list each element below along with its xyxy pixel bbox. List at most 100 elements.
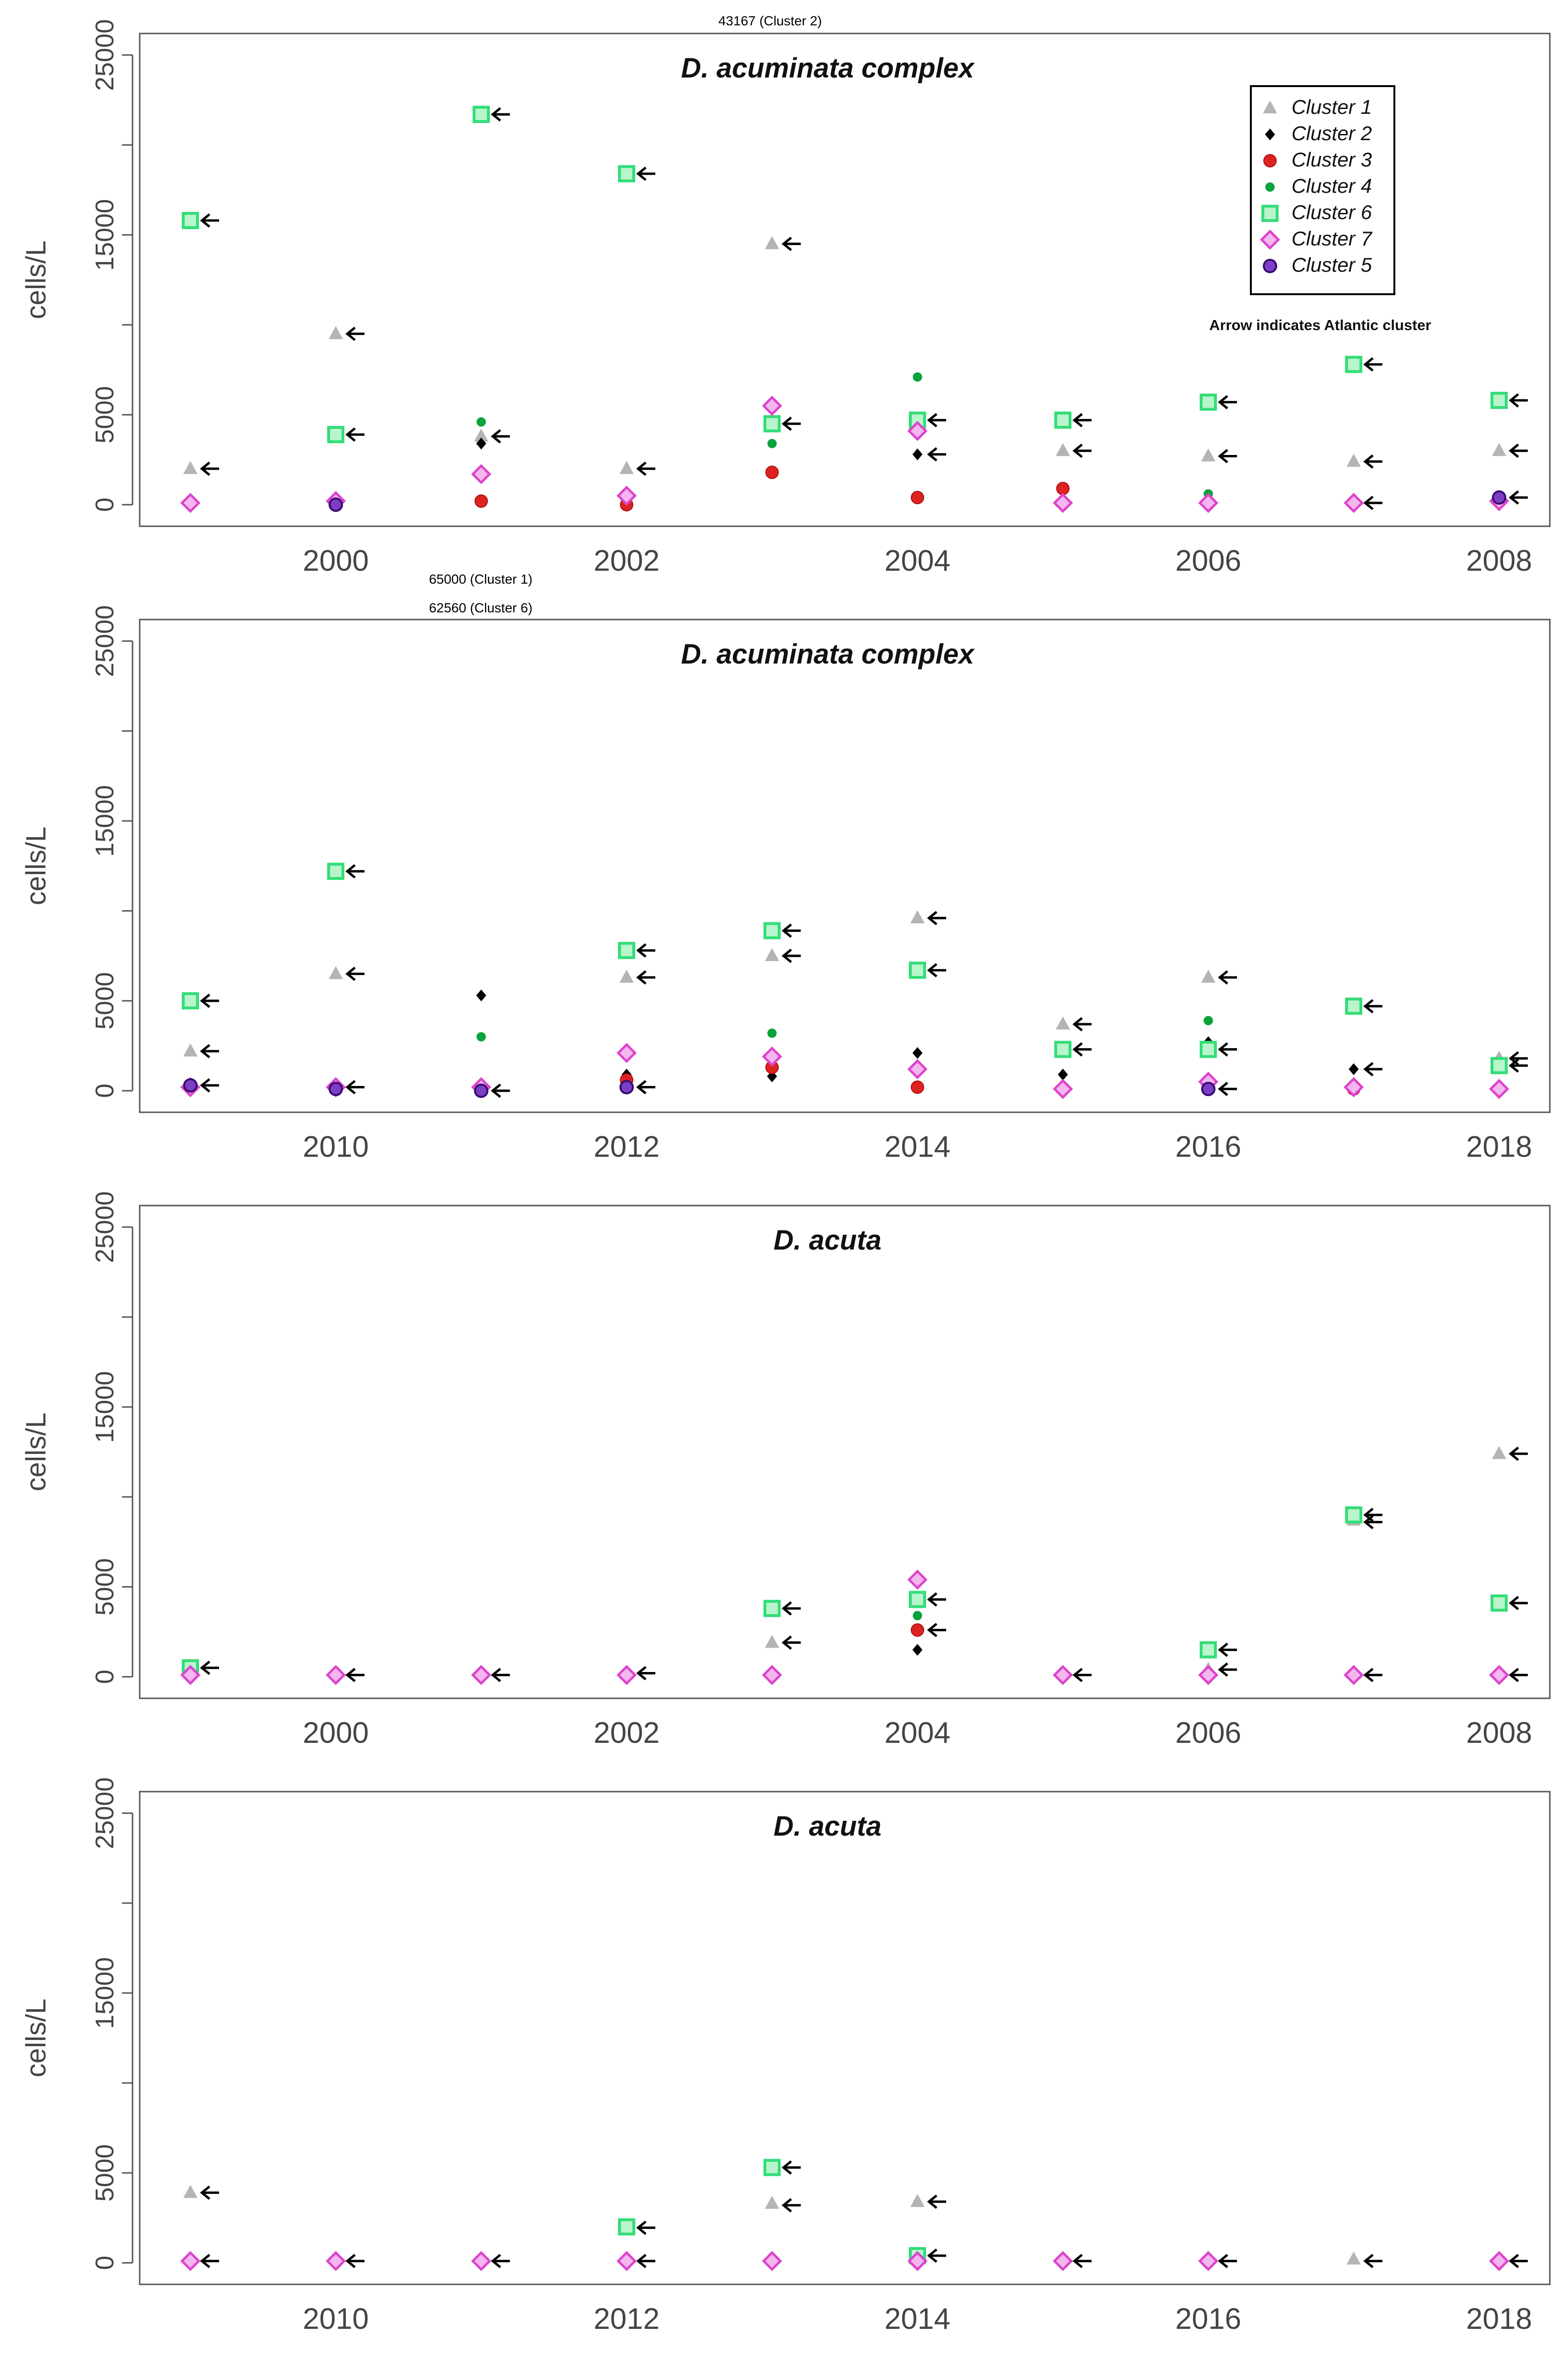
marker-shape	[1489, 2251, 1510, 2271]
atlantic-arrow	[200, 1078, 219, 1093]
atlantic-arrow	[782, 236, 801, 251]
cluster-6-point	[182, 992, 199, 1009]
x-tick-label: 2016	[1175, 2303, 1241, 2336]
arrow-head	[491, 1084, 501, 1098]
marker-shape	[180, 2251, 201, 2271]
atlantic-arrow	[345, 2254, 364, 2269]
arrow-head	[1363, 1668, 1374, 1683]
cluster-1-point	[765, 1635, 779, 1648]
marker-shape	[1052, 2251, 1073, 2271]
x-tick-label: 2000	[303, 544, 369, 577]
arrow-head	[636, 970, 647, 985]
atlantic-arrow	[1363, 1062, 1382, 1076]
y-tick-label: 25000	[90, 19, 119, 91]
cluster-6-point	[763, 2159, 781, 2176]
cluster-6-point	[618, 2218, 635, 2236]
cluster-3-point	[765, 465, 779, 479]
marker-shape	[765, 465, 779, 479]
arrow-head	[636, 2254, 647, 2269]
atlantic-arrow	[927, 447, 946, 462]
marker-shape	[763, 1600, 781, 1617]
cluster-2-point	[912, 1644, 923, 1656]
cluster-1-point	[1347, 2251, 1361, 2265]
marker-shape	[1200, 1041, 1217, 1058]
marker-shape	[1052, 493, 1073, 513]
marker-shape	[329, 498, 343, 512]
marker-shape	[1345, 997, 1362, 1015]
legend-marker	[1261, 205, 1279, 222]
marker-shape	[1054, 1041, 1071, 1058]
cluster-6-point	[1054, 411, 1071, 429]
atlantic-arrow	[1072, 413, 1092, 428]
x-tick-label: 2018	[1466, 1130, 1532, 1163]
cluster-6-point	[618, 165, 635, 183]
arrow-head	[1072, 1042, 1083, 1057]
atlantic-arrow	[1509, 1595, 1528, 1610]
marker-shape	[765, 2195, 779, 2209]
x-tick-label: 2008	[1466, 1717, 1532, 1750]
atlantic-arrow	[345, 326, 364, 341]
x-tick-label: 2004	[884, 544, 950, 577]
atlantic-arrow	[927, 1592, 946, 1607]
cluster-2-point	[1348, 1063, 1359, 1075]
y-tick-label: 15000	[90, 785, 119, 857]
marker-shape	[1491, 1594, 1508, 1612]
arrow-head	[782, 236, 792, 251]
arrow-head	[1218, 395, 1228, 410]
cluster-7-point	[1343, 1665, 1364, 1685]
cluster-7-point	[180, 1665, 201, 1685]
marker-shape	[1201, 448, 1215, 462]
cluster-7-point	[762, 1665, 783, 1685]
arrow-head	[1509, 443, 1519, 458]
cluster-1-point	[329, 326, 343, 339]
cluster-6-point	[1491, 391, 1508, 409]
legend-label: Cluster 2	[1292, 122, 1372, 144]
atlantic-arrow	[636, 166, 655, 181]
cluster-7-point	[471, 464, 492, 485]
chart-panel-2: 0 5000 15000 25000 cells/L 2010 2012 2014 2016 20…	[21, 572, 1551, 1163]
marker-shape	[329, 966, 343, 979]
cluster-2-point	[912, 448, 923, 461]
marker-shape	[1347, 2251, 1361, 2265]
cluster-7-point	[1343, 1077, 1364, 1097]
marker-shape	[1347, 454, 1361, 467]
x-tick-label: 2002	[594, 544, 660, 577]
arrow-head	[1072, 2254, 1083, 2269]
arrow-head	[1218, 2254, 1228, 2269]
marker-shape	[909, 962, 926, 979]
marker-shape	[1056, 443, 1070, 456]
marker-shape	[618, 2218, 635, 2236]
cluster-2-point	[1058, 1068, 1068, 1081]
chart-panel-4: 0 5000 15000 25000 cells/L 2010 2012 2014 2016 20…	[21, 1777, 1551, 2336]
cluster-4-point	[476, 1032, 486, 1041]
y-tick-label: 25000	[90, 1777, 119, 1849]
arrow-head	[927, 2248, 938, 2263]
atlantic-arrow	[200, 994, 219, 1008]
off-scale-annotation: 43167 (Cluster 2)	[718, 13, 822, 28]
arrow-head	[1509, 1668, 1519, 1683]
y-tick-label: 5000	[90, 1558, 119, 1616]
marker-shape	[1489, 1079, 1510, 1099]
legend-item-cluster-7: Cluster 7	[1259, 227, 1373, 250]
plot-frame	[139, 33, 1551, 527]
marker-shape	[767, 1028, 777, 1038]
atlantic-arrow	[491, 2254, 510, 2269]
arrow-head	[200, 1078, 210, 1093]
atlantic-arrow	[1218, 395, 1237, 410]
cluster-7-point	[907, 2251, 928, 2271]
arrow-head	[1363, 999, 1374, 1014]
atlantic-arrow	[1509, 1668, 1528, 1683]
arrow-head	[200, 1044, 210, 1059]
arrow-head	[200, 1661, 210, 1675]
arrow-head	[1072, 1017, 1083, 1031]
atlantic-arrow	[1363, 1668, 1382, 1683]
atlantic-arrows	[200, 2160, 1528, 2269]
marker-shape	[913, 372, 922, 382]
marker-shape	[907, 421, 928, 441]
atlantic-arrow	[927, 911, 946, 925]
atlantic-arrow	[1218, 1662, 1237, 1677]
cluster-7-point	[616, 1042, 637, 1063]
cluster-6-point	[618, 941, 635, 959]
arrow-head	[345, 427, 356, 442]
y-axis-label: cells/L	[21, 827, 52, 905]
